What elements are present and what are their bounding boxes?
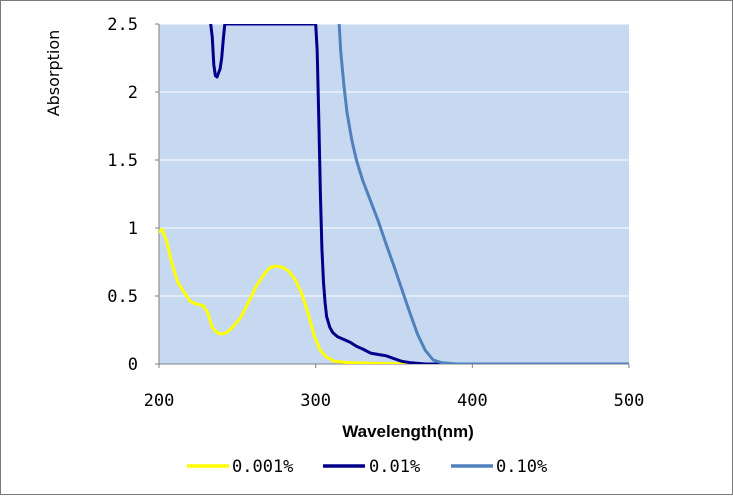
series-line-0 — [159, 227, 629, 364]
x-tick-labels: 200 300 400 500 — [144, 391, 645, 411]
legend-label-1: 0.01% — [369, 457, 420, 477]
series-line-1 — [209, 24, 629, 364]
x-tick-label-1: 300 — [300, 391, 331, 411]
legend-label-2: 0.10% — [496, 457, 547, 477]
y-tick-label-2: 1 — [128, 219, 138, 239]
x-axis-title: Wavelength(nm) — [342, 422, 474, 441]
x-tick-label-0: 200 — [144, 391, 175, 411]
series-line-2 — [337, 24, 629, 364]
y-axis-title: Absorption — [44, 30, 63, 117]
legend: 0.001% 0.01% 0.10% — [187, 457, 547, 477]
plot-area — [159, 24, 629, 364]
y-tick-label-1: 0.5 — [107, 287, 138, 307]
y-tick-label-4: 2 — [128, 83, 138, 103]
legend-label-0: 0.001% — [232, 457, 293, 477]
x-tick-label-2: 400 — [457, 391, 488, 411]
y-tick-labels: 0 0.5 1 1.5 2 2.5 — [107, 15, 138, 375]
series-lines — [159, 24, 629, 364]
x-tick-label-3: 500 — [614, 391, 645, 411]
y-tick-label-0: 0 — [128, 355, 138, 375]
y-tick-label-3: 1.5 — [107, 151, 138, 171]
y-tick-label-5: 2.5 — [107, 15, 138, 35]
